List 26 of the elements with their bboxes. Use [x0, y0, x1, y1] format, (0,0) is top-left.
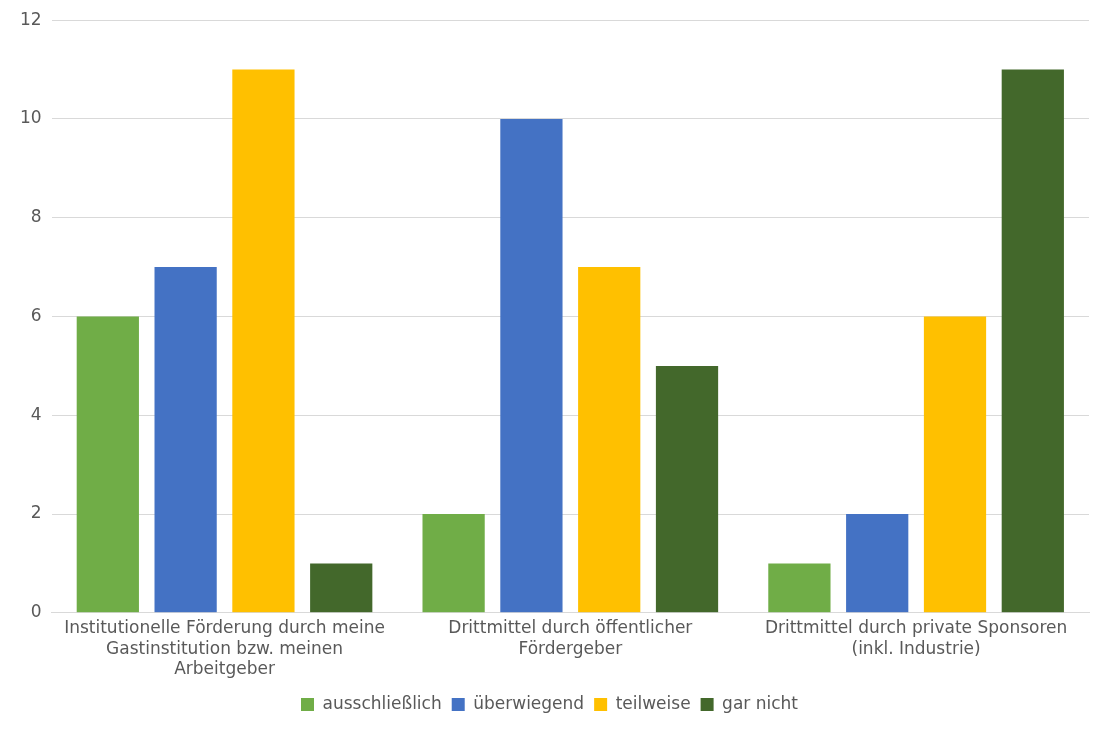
legend-label: gar nicht — [722, 692, 799, 713]
y-tick-label: 2 — [30, 502, 42, 523]
bar — [1001, 69, 1064, 613]
x-tick-label: Drittmittel durch private Sponsoren (inkl. Industrie) — [764, 617, 1068, 658]
bar — [500, 118, 563, 613]
x-tick-label: Institutionelle Förderung durch meine Gastinstitution bzw. meinen Arbeitgeber — [64, 617, 385, 679]
bar — [422, 514, 485, 613]
bar — [76, 316, 139, 613]
legend-label: ausschließlich — [322, 692, 442, 713]
bar — [923, 316, 987, 613]
x-tick-label: Drittmittel durch öffentlicher Fördergeber — [448, 617, 693, 658]
bar — [655, 365, 719, 613]
bar — [846, 514, 909, 613]
y-tick-label: 0 — [30, 601, 42, 622]
legend-label: teilweise — [615, 692, 691, 713]
y-tick-label: 8 — [30, 206, 42, 227]
bar — [768, 563, 831, 613]
y-tick-label: 12 — [19, 8, 42, 29]
y-tick-label: 10 — [19, 107, 42, 128]
bar — [310, 563, 373, 613]
y-tick-label: 6 — [30, 304, 42, 325]
legend-label: überwiegend — [473, 692, 585, 713]
bar — [578, 267, 641, 613]
bar — [154, 267, 217, 613]
y-tick-label: 4 — [30, 403, 42, 424]
bar — [232, 69, 295, 613]
